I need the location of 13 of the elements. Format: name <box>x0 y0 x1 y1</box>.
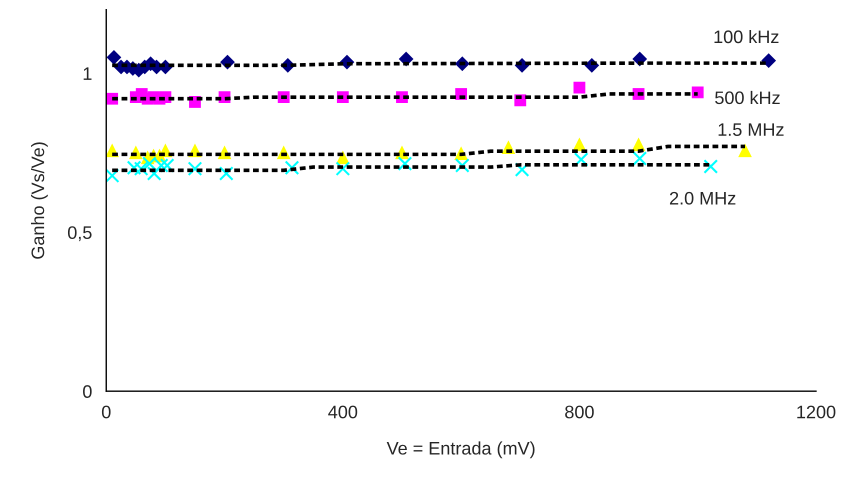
x-axis-title: Ve = Entrada (mV) <box>386 441 535 458</box>
x-tick-label: 1200 <box>797 406 836 418</box>
x-tick-label: 0 <box>102 406 111 418</box>
y-axis-title: Ganho (Vs/Ve) <box>30 142 48 259</box>
x-tick-label: 800 <box>565 406 594 418</box>
x-tick-label: 400 <box>328 406 358 418</box>
series-label: 100 kHz <box>714 30 778 44</box>
y-tick-label: 0,5 <box>68 226 92 242</box>
series-label: 500 kHz <box>715 90 780 104</box>
y-tick-label: 1 <box>84 67 92 80</box>
y-tick-label: 0 <box>83 385 92 398</box>
series-label: 1.5 MHz <box>718 123 784 136</box>
series-label: 2.0 MHz <box>670 192 736 205</box>
